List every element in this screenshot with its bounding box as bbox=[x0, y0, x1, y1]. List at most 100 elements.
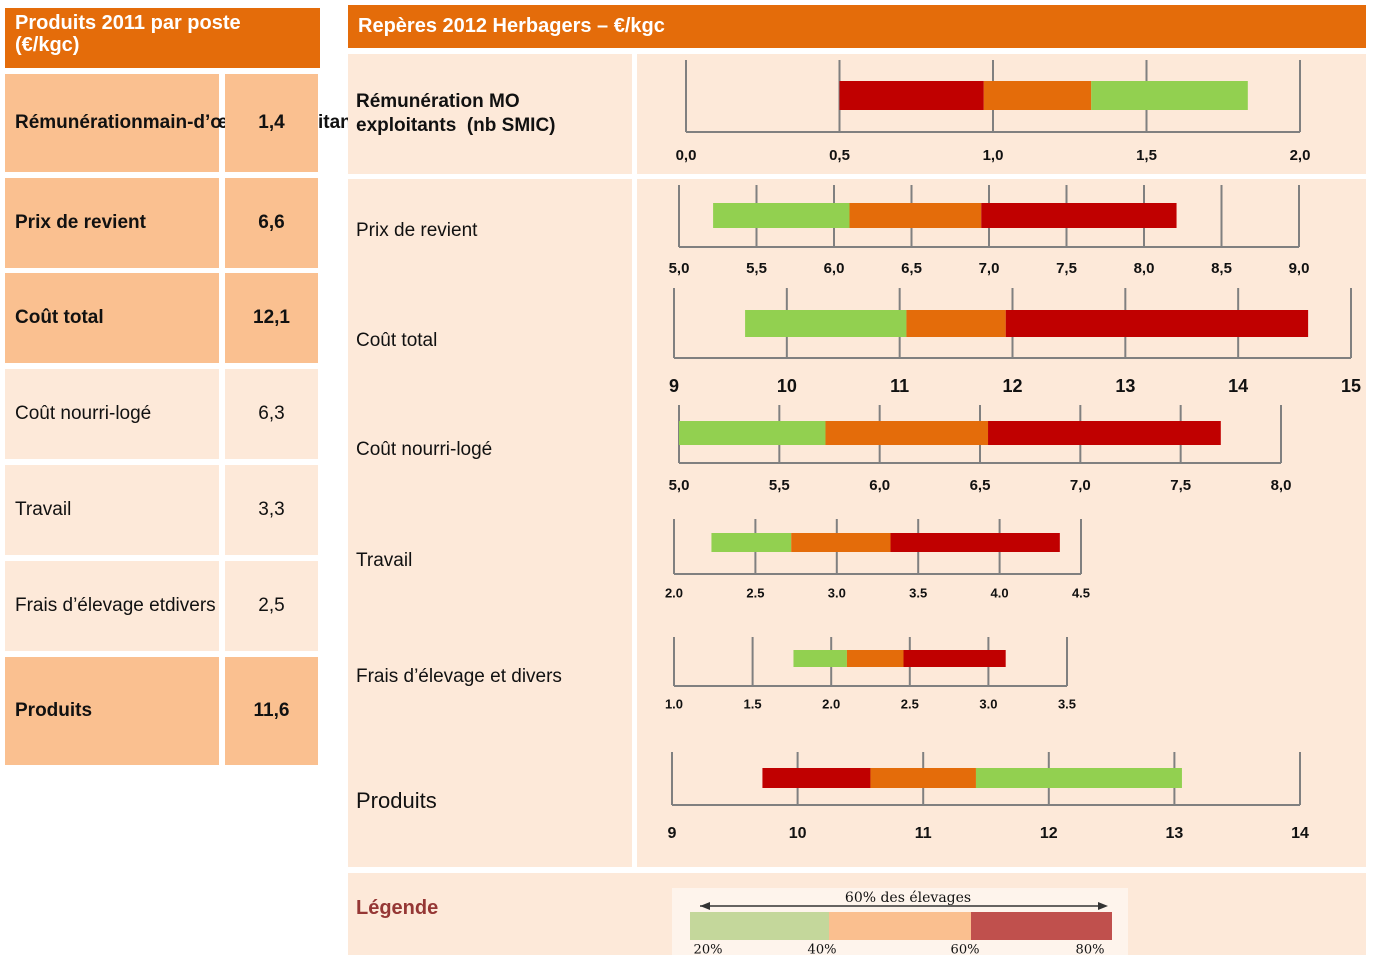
text-line: Coût nourri-logé bbox=[356, 439, 493, 460]
x-tick-label: 13 bbox=[1115, 376, 1135, 396]
x-tick-label: 8,0 bbox=[1134, 260, 1155, 277]
row-label: Frais d’élevage et divers bbox=[5, 561, 219, 651]
text-line: Prix de revient bbox=[356, 220, 478, 241]
chart-label: Rémunération MO exploitants (nb SMIC) bbox=[356, 90, 556, 138]
panel-cell bbox=[637, 54, 1366, 174]
x-tick-label: 2.0 bbox=[665, 585, 683, 600]
x-tick-label: 0,0 bbox=[676, 147, 697, 164]
x-tick-label: 6,5 bbox=[970, 477, 991, 494]
bar-segment bbox=[1005, 310, 1309, 337]
text-line: Rémunération bbox=[15, 112, 143, 133]
panel-cell bbox=[348, 179, 632, 867]
x-tick-label: 5,0 bbox=[669, 260, 690, 277]
row-label: Travail bbox=[5, 465, 219, 555]
row-value: 2,5 bbox=[225, 561, 318, 651]
x-tick-label: 13 bbox=[1166, 825, 1184, 842]
bar-segment bbox=[849, 203, 982, 228]
legend-percent: 80% bbox=[1076, 943, 1105, 955]
bar-segment bbox=[793, 650, 847, 667]
x-tick-label: 0,5 bbox=[829, 147, 850, 164]
text-line: (€/kgc) bbox=[15, 34, 80, 56]
bar-segment bbox=[890, 533, 1060, 552]
row-value: 6,6 bbox=[225, 178, 318, 268]
x-tick-label: 7,0 bbox=[979, 260, 1000, 277]
legend-caption: 60% des élevages bbox=[845, 890, 971, 906]
x-tick-label: 14 bbox=[1228, 376, 1248, 396]
row-value: 6,3 bbox=[225, 369, 318, 459]
text-line: Rémunération MO bbox=[356, 91, 520, 112]
text-line: Frais d’élevage et bbox=[15, 595, 165, 616]
row-label: Prix de revient bbox=[5, 178, 219, 268]
legend-swatch bbox=[690, 912, 829, 940]
text-line: exploitants (nb SMIC) bbox=[356, 115, 556, 136]
row-label: Coût total bbox=[5, 273, 219, 363]
legend-swatch bbox=[971, 912, 1112, 940]
x-tick-label: 12 bbox=[1002, 376, 1022, 396]
left-header: Produits 2011 par poste (€/kgc) bbox=[5, 8, 320, 68]
x-tick-label: 11 bbox=[915, 825, 932, 842]
x-tick-label: 6,0 bbox=[824, 260, 845, 277]
row-value: 1,4 bbox=[225, 74, 318, 172]
text-line: Coût nourri-logé bbox=[15, 403, 152, 424]
x-tick-label: 5,5 bbox=[746, 260, 767, 277]
bar-segment bbox=[903, 650, 1006, 667]
x-tick-label: 5,5 bbox=[769, 477, 790, 494]
x-tick-label: 1.5 bbox=[744, 696, 762, 711]
text-line: Coût total bbox=[15, 307, 104, 328]
x-tick-label: 14 bbox=[1291, 825, 1309, 842]
x-tick-label: 7,5 bbox=[1056, 260, 1077, 277]
row-label: Produits bbox=[5, 657, 219, 765]
row-value: 11,6 bbox=[225, 657, 318, 765]
bar-segment bbox=[825, 421, 989, 445]
text-line: Coût total bbox=[356, 330, 438, 351]
panel-cell bbox=[348, 54, 632, 174]
legend-percent: 40% bbox=[808, 943, 837, 955]
x-tick-label: 3.0 bbox=[828, 585, 846, 600]
row-value: 3,3 bbox=[225, 465, 318, 555]
x-tick-label: 1.0 bbox=[665, 696, 683, 711]
x-tick-label: 4.0 bbox=[991, 585, 1009, 600]
right-header: Repères 2012 Herbagers – €/kgc bbox=[348, 5, 1366, 48]
x-tick-label: 2.5 bbox=[901, 696, 919, 711]
x-tick-label: 8,5 bbox=[1211, 260, 1232, 277]
bar-segment bbox=[981, 203, 1177, 228]
x-tick-label: 3.0 bbox=[979, 696, 997, 711]
bar-segment bbox=[839, 81, 984, 110]
x-tick-label: 9 bbox=[669, 376, 679, 396]
text-line: divers bbox=[164, 595, 216, 616]
chart-label: Produits bbox=[356, 789, 437, 813]
x-tick-label: 2.5 bbox=[746, 585, 764, 600]
text-line: Prix de revient bbox=[15, 212, 146, 233]
x-tick-label: 8,0 bbox=[1271, 477, 1292, 494]
legend-percent: 20% bbox=[694, 943, 723, 955]
chart-label: Coût nourri-logé bbox=[356, 438, 492, 462]
x-tick-label: 10 bbox=[789, 825, 807, 842]
text-line: Produits bbox=[356, 788, 437, 813]
x-tick-label: 3.5 bbox=[1058, 696, 1076, 711]
chart-label: Frais d’élevage et divers bbox=[356, 665, 562, 689]
x-tick-label: 6,5 bbox=[901, 260, 922, 277]
x-tick-label: 2,0 bbox=[1290, 147, 1311, 164]
x-tick-label: 6,0 bbox=[869, 477, 890, 494]
x-tick-label: 7,5 bbox=[1170, 477, 1191, 494]
chart-label: Travail bbox=[356, 549, 412, 573]
bar-segment bbox=[870, 768, 976, 788]
text-line: Travail bbox=[15, 499, 72, 520]
x-tick-label: 9 bbox=[668, 825, 677, 842]
x-tick-label: 9,0 bbox=[1289, 260, 1310, 277]
legend-swatch bbox=[829, 912, 971, 940]
bar-segment bbox=[762, 768, 871, 788]
text-line: Frais d’élevage et divers bbox=[356, 666, 562, 687]
x-tick-label: 4.5 bbox=[1072, 585, 1090, 600]
x-tick-label: 7,0 bbox=[1070, 477, 1091, 494]
x-tick-label: 12 bbox=[1040, 825, 1058, 842]
x-tick-label: 15 bbox=[1341, 376, 1361, 396]
legend-label: Légende bbox=[356, 897, 439, 919]
bar-segment bbox=[846, 650, 904, 667]
row-label: Coût nourri-logé bbox=[5, 369, 219, 459]
x-tick-label: 1,5 bbox=[1136, 147, 1157, 164]
x-tick-label: 5,0 bbox=[669, 477, 690, 494]
bar-segment bbox=[906, 310, 1006, 337]
